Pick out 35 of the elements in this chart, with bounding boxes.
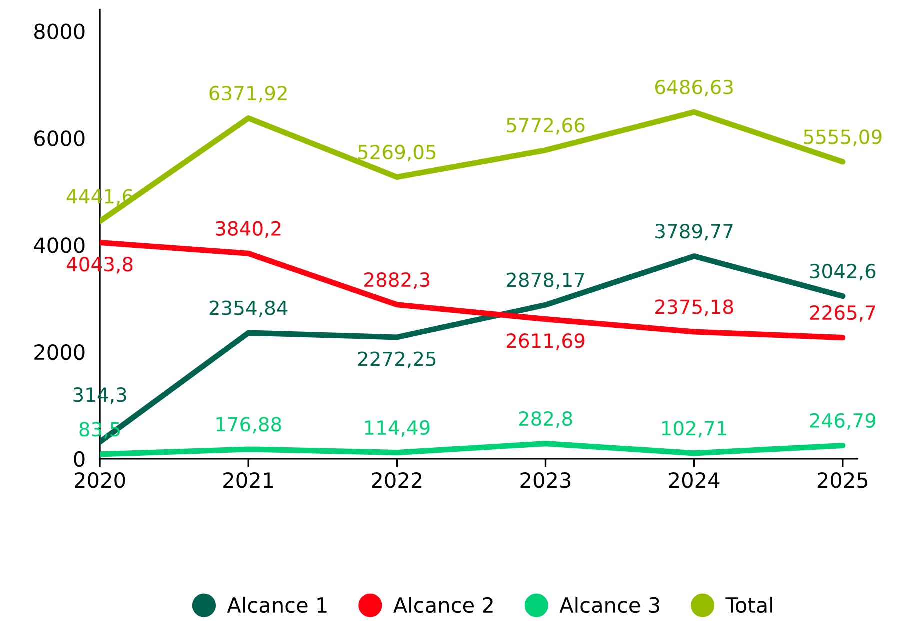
data-label: 2611,69 xyxy=(506,334,585,350)
data-label: 5772,66 xyxy=(507,118,585,135)
y-tick-label: 4000 xyxy=(34,238,85,254)
x-tick-label: 2021 xyxy=(224,472,274,488)
data-label: 6486,63 xyxy=(655,80,733,97)
y-tick-label: 8000 xyxy=(34,24,85,40)
x-tick-label: 2023 xyxy=(520,472,571,488)
data-label: 3840,2 xyxy=(216,221,281,238)
x-tick-label: 2022 xyxy=(372,472,422,488)
data-label: 176,88 xyxy=(216,417,282,434)
legend-label: Total xyxy=(726,597,772,614)
legend-label: Alcance 2 xyxy=(393,597,493,614)
data-label: 6371,92 xyxy=(210,86,287,103)
data-label: 102,71 xyxy=(662,421,727,438)
data-label: 2354,84 xyxy=(210,300,288,318)
data-label: 114,49 xyxy=(365,420,430,438)
legend-label: Alcance 3 xyxy=(560,597,660,614)
data-label: 2375,18 xyxy=(656,300,734,316)
data-label: 2272,25 xyxy=(358,352,436,368)
y-tick-label: 0 xyxy=(74,451,85,468)
data-label: 246,79 xyxy=(810,413,876,430)
legend-label: Alcance 1 xyxy=(227,597,327,614)
x-tick-label: 2020 xyxy=(75,472,126,488)
data-label: 2878,17 xyxy=(506,272,584,290)
y-tick-label: 6000 xyxy=(34,130,85,146)
data-label: 5269,05 xyxy=(358,144,436,162)
data-label: 5555,09 xyxy=(804,130,882,146)
data-label: 282,8 xyxy=(519,411,572,428)
x-tick-label: 2024 xyxy=(669,472,720,488)
data-label: 2265,7 xyxy=(810,305,876,322)
data-label: 2882,3 xyxy=(364,272,430,290)
y-tick-label: 2000 xyxy=(34,344,85,360)
data-label: 3042,6 xyxy=(810,264,876,281)
data-label: 3789,77 xyxy=(656,224,733,241)
x-tick-label: 2025 xyxy=(818,472,868,488)
